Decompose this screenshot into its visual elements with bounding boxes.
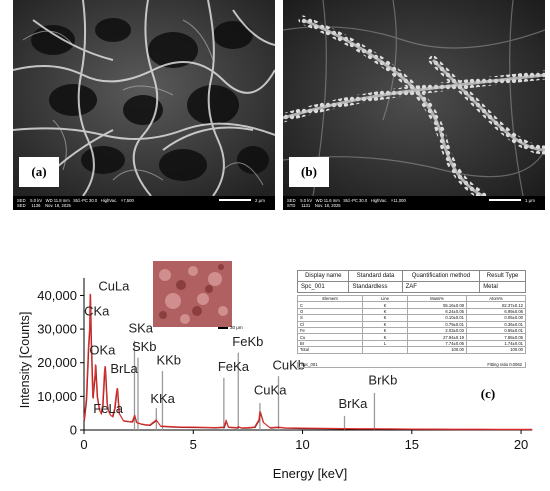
value-cell: Standardless — [348, 281, 403, 293]
value-cell: Spc_001 — [296, 281, 350, 293]
inset-sem-image — [153, 261, 232, 327]
panel-label-c-box — [471, 381, 505, 407]
column-header: Atom% — [466, 294, 526, 303]
panel-label-a: (a) — [19, 157, 59, 187]
peak-label: FeKa — [218, 359, 250, 374]
header-cell: Display name — [296, 270, 350, 282]
x-tick-label: 0 — [80, 437, 87, 452]
sem-info-row-2: STD 1131 Nov. 18, 2025 — [287, 203, 341, 208]
y-axis-label: Intensity [Counts] — [18, 312, 32, 409]
atom-cell: 7.88±0.05 — [466, 333, 526, 341]
sem-micrograph-a — [13, 0, 275, 197]
panel-label-b: (b) — [289, 157, 329, 187]
sem-image-a: (a) SED 5.0 kV WD 11.8 mm Std.-PC 30.0 H… — [13, 0, 275, 210]
atom-cell: 1.74±0.01 — [466, 339, 526, 348]
sem-image-b: (b) SED 5.0 kV WD 11.6 mm Std.-PC 30.0 H… — [283, 0, 545, 210]
mass-cell: 100.00 — [407, 346, 467, 354]
footer-spectrum-name: Spc_001 — [301, 362, 318, 367]
panel-label-c: (c) — [481, 386, 495, 401]
header-cell: Standard data — [348, 270, 403, 282]
edx-spectrum-chart: 0 5 10 15 20 0 10,000 20,000 30,000 40,000 CuLa CK… — [18, 278, 533, 481]
table-row: O K 6.24±0.05 6.99±0.06 — [297, 307, 526, 316]
peak-label: BrKa — [338, 396, 368, 411]
x-tick-label: 20 — [514, 437, 528, 452]
table-row: C K 55.16±0.08 82.37±0.12 — [297, 301, 526, 309]
atom-cell: 100.00 — [466, 346, 526, 354]
y-tick-label: 0 — [70, 423, 77, 438]
peak-label: CKa — [84, 304, 110, 319]
atom-cell: 0.05±0.00 — [466, 314, 526, 322]
header-cell: Result Type — [479, 270, 526, 282]
sem-info-row-2: SED 1136 Nov. 18, 2025 — [17, 203, 71, 208]
peak-label: OKa — [89, 342, 116, 357]
x-tick-label: 15 — [405, 437, 419, 452]
spectrum-line — [83, 293, 532, 430]
y-tick-label: 20,000 — [37, 355, 77, 370]
value-cell: Metal — [479, 281, 526, 293]
peak-label: BrLa — [110, 361, 138, 376]
quantification-footer: Spc_001 Fitting ratio 0.0062 — [297, 362, 526, 368]
peak-label: SKb — [132, 339, 157, 354]
table-row: Cl K 0.79±0.01 0.36±0.01 — [297, 320, 526, 328]
peak-label: FeLa — [93, 401, 123, 416]
atom-cell: 82.37±0.12 — [466, 301, 526, 309]
x-tick-label: 5 — [190, 437, 197, 452]
y-tick-label: 30,000 — [37, 322, 77, 337]
sem-data-bar-a: SED 5.0 kV WD 11.8 mm Std.-PC 30.0 HighV… — [13, 196, 275, 210]
scale-bar-label-b: 1 μm — [525, 197, 535, 203]
peak-markers — [133, 340, 376, 430]
fitting-ratio: Fitting ratio 0.0062 — [487, 362, 522, 367]
table-row-total: Total 100.00 100.00 — [297, 346, 526, 354]
peak-label: BrKb — [368, 373, 397, 388]
y-tick-label: 10,000 — [37, 389, 77, 404]
sem-info-row-1: SED 5.0 kV WD 11.8 mm Std.-PC 30.0 HighV… — [17, 198, 134, 203]
peak-label: SKa — [128, 320, 153, 335]
table-row: Cu K 27.94±0.19 7.88±0.05 — [297, 333, 526, 341]
table-row: S K 0.10±0.01 0.05±0.00 — [297, 314, 526, 322]
sem-info-row-1: SED 5.0 kV WD 11.6 mm Std.-PC 30.0 HighV… — [287, 198, 406, 203]
quantification-header-table: Display name Standard data Quantificatio… — [296, 270, 526, 293]
peak-label: CuLa — [98, 278, 130, 293]
element-cell: Total — [297, 346, 363, 354]
sem-data-bar-b: SED 5.0 kV WD 11.6 mm Std.-PC 30.0 HighV… — [283, 196, 545, 210]
header-cell: Quantification method — [401, 270, 481, 282]
inset-scale-label: 30 μm — [230, 325, 243, 330]
inset-scale-bar: 30 μm — [218, 325, 243, 330]
scale-bar-label-a: 2 μm — [255, 197, 265, 203]
x-tick-label: 10 — [295, 437, 309, 452]
peak-label: KKa — [150, 391, 175, 406]
peak-label: FeKb — [232, 334, 263, 349]
atom-cell: 0.65±0.01 — [466, 326, 526, 335]
atom-cell: 0.36±0.01 — [466, 320, 526, 328]
peak-label: CuKb — [272, 357, 305, 372]
element-quantification-table: Element Line Mass% Atom% C K 55.16±0.08 … — [297, 294, 526, 354]
table-row: Br L 7.74±0.06 1.74±0.01 — [297, 339, 526, 348]
line-cell — [362, 346, 408, 354]
x-axis-label: Energy [keV] — [273, 466, 347, 481]
y-tick-label: 40,000 — [37, 288, 77, 303]
table-row: Fe K 2.03±0.03 0.65±0.01 — [297, 326, 526, 335]
atom-cell: 6.99±0.06 — [466, 307, 526, 316]
peak-label: CuKa — [254, 383, 287, 398]
peak-label: KKb — [156, 352, 181, 367]
value-cell: ZAF — [401, 281, 481, 293]
